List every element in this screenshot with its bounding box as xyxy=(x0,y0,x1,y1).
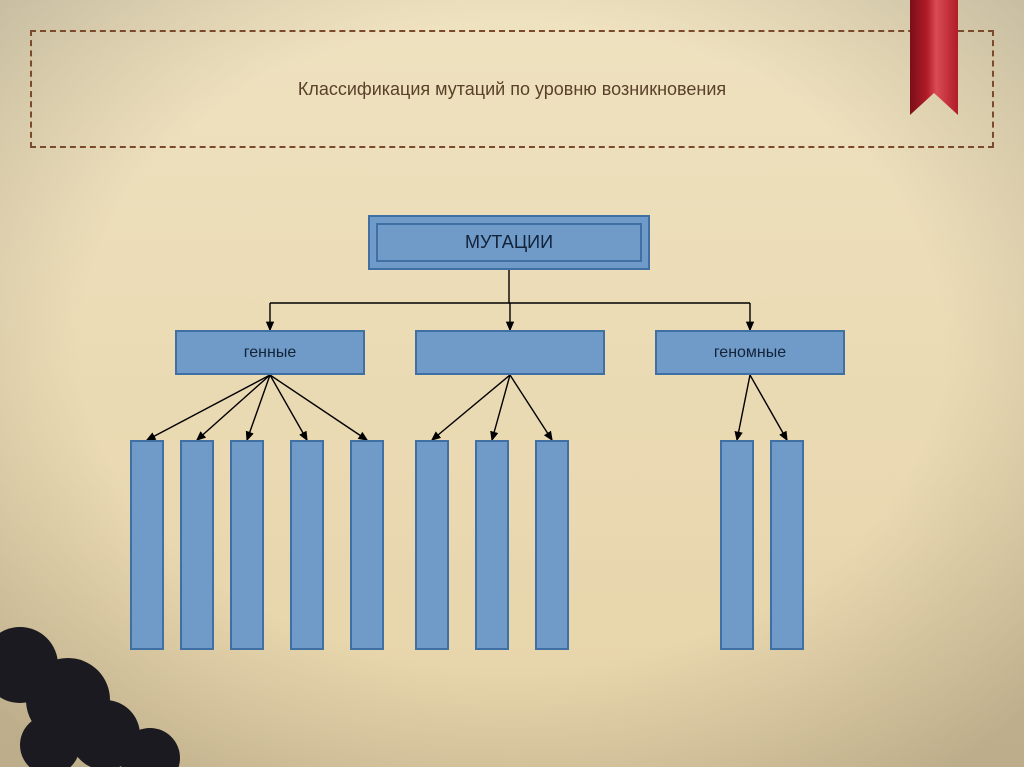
diagram-node-l3-2 xyxy=(180,440,214,650)
diagram-node-l2-genomic: геномные xyxy=(655,330,845,375)
diagram-node-l3-6 xyxy=(415,440,449,650)
diagram-node-l3-4 xyxy=(290,440,324,650)
slide-title: Классификация мутаций по уровню возникно… xyxy=(32,32,992,146)
bookmark-ribbon xyxy=(910,0,958,115)
diagram-node-l3-1 xyxy=(130,440,164,650)
diagram-node-l3-10 xyxy=(770,440,804,650)
diagram-node-l3-9 xyxy=(720,440,754,650)
node-label: генные xyxy=(244,344,296,362)
diagram-node-l3-3 xyxy=(230,440,264,650)
node-label: геномные xyxy=(714,344,786,362)
diagram-node-l2-gene: генные xyxy=(175,330,365,375)
diagram-node-l3-5 xyxy=(350,440,384,650)
title-frame: Классификация мутаций по уровню возникно… xyxy=(30,30,994,148)
node-label: МУТАЦИИ xyxy=(465,232,553,253)
diagram-node-l3-7 xyxy=(475,440,509,650)
diagram-node-l2-middle xyxy=(415,330,605,375)
diagram-node-root-mutations: МУТАЦИИ xyxy=(368,215,650,270)
diagram-node-l3-8 xyxy=(535,440,569,650)
